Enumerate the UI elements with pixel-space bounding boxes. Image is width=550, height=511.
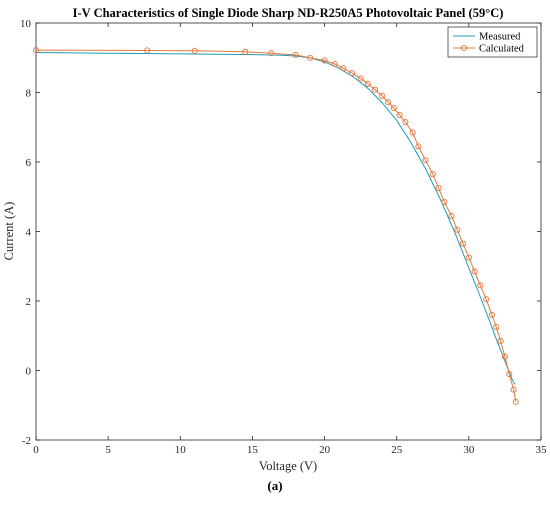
data-point xyxy=(460,240,467,247)
x-tick-label: 25 xyxy=(391,444,403,456)
y-tick-label: 8 xyxy=(26,88,32,100)
data-point xyxy=(379,92,386,100)
y-tick-label: 6 xyxy=(26,157,32,169)
series-line-2 xyxy=(35,49,517,402)
caption-label: (a) xyxy=(267,478,283,493)
data-point xyxy=(402,118,409,126)
data-point xyxy=(435,185,442,192)
data-point xyxy=(510,386,517,393)
y-axis-label: Current (A) xyxy=(2,202,16,261)
y-tick-label: 4 xyxy=(26,227,32,239)
data-point xyxy=(340,65,347,72)
data-point xyxy=(512,398,519,405)
y-tick-label: 10 xyxy=(20,18,32,30)
data-point xyxy=(331,60,338,68)
legend-marker xyxy=(460,44,468,52)
data-point xyxy=(390,105,397,112)
data-point xyxy=(441,198,448,206)
data-point xyxy=(501,353,508,360)
data-point xyxy=(385,99,392,106)
plot-area xyxy=(35,22,542,441)
data-point xyxy=(471,268,478,275)
data-point xyxy=(454,226,461,233)
data-point xyxy=(364,80,371,87)
x-tick-label: 30 xyxy=(463,444,475,456)
data-point xyxy=(348,69,356,77)
x-tick-label: 35 xyxy=(536,444,548,456)
chart-title: I-V Characteristics of Single Diode Shar… xyxy=(73,6,504,20)
x-axis-label: Voltage (V) xyxy=(259,459,317,473)
data-point xyxy=(477,282,484,289)
figure-caption: (a) xyxy=(0,478,550,494)
y-tick-label: -2 xyxy=(22,435,31,447)
y-tick-label: 0 xyxy=(26,366,32,378)
data-point xyxy=(372,86,379,93)
data-point xyxy=(409,129,416,136)
data-point xyxy=(242,48,249,55)
series-line-1 xyxy=(35,52,516,385)
legend-entry: Calculated xyxy=(479,44,525,55)
data-point xyxy=(191,47,198,54)
data-point xyxy=(483,296,490,303)
x-tick-label: 15 xyxy=(247,444,259,456)
x-tick-label: 5 xyxy=(105,444,111,456)
data-point xyxy=(268,50,275,57)
legend-entry: Measured xyxy=(479,32,521,43)
data-point xyxy=(307,54,314,61)
data-point xyxy=(465,254,472,261)
data-point xyxy=(396,112,403,119)
data-point xyxy=(292,51,299,59)
data-point xyxy=(357,75,364,82)
x-tick-label: 20 xyxy=(319,444,331,456)
data-point xyxy=(415,143,422,150)
data-point xyxy=(422,157,429,164)
data-point xyxy=(32,47,40,54)
y-tick-label: 2 xyxy=(26,296,32,308)
data-point xyxy=(506,370,513,378)
x-tick-label: 10 xyxy=(175,444,187,456)
data-point xyxy=(321,57,328,64)
data-point xyxy=(488,311,495,318)
legend-box xyxy=(447,26,538,58)
data-point xyxy=(144,47,151,54)
x-tick-label: 0 xyxy=(33,444,39,456)
data-point xyxy=(429,171,436,178)
data-point xyxy=(493,324,500,331)
data-point xyxy=(497,337,504,345)
data-point xyxy=(448,212,455,219)
